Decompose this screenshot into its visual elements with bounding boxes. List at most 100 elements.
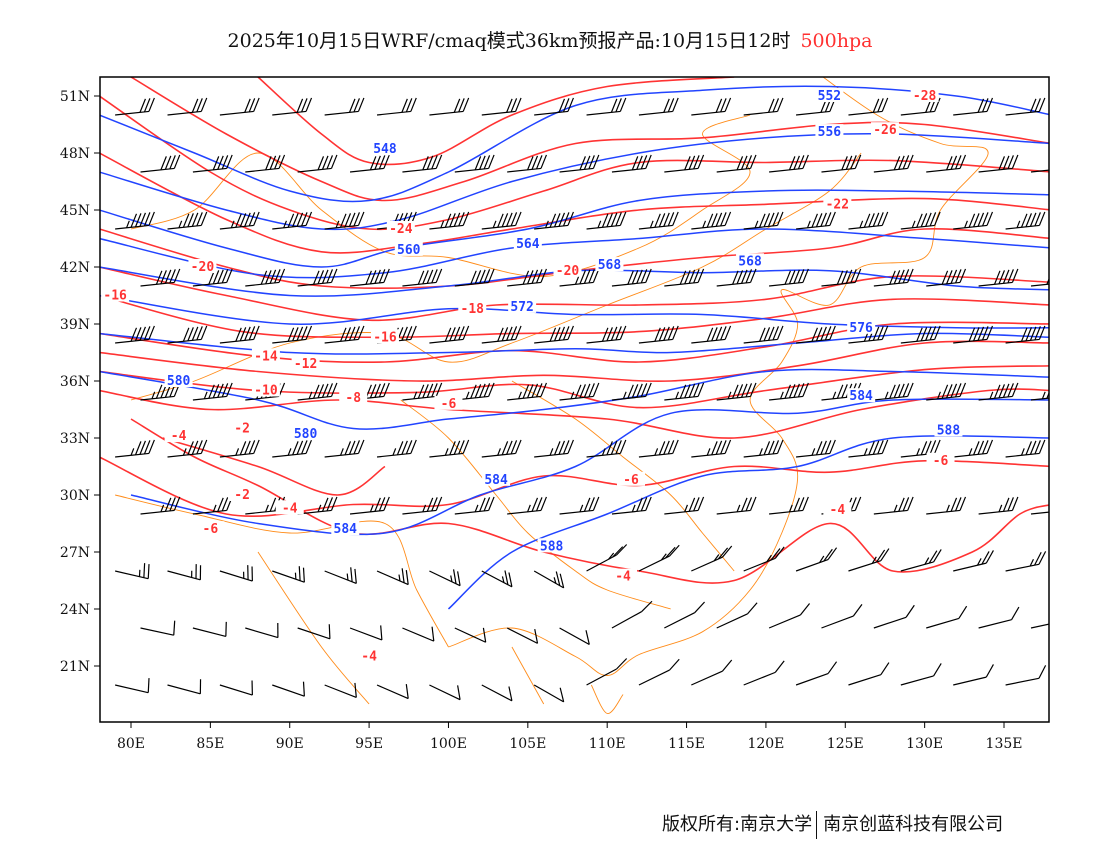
height-label: 580 xyxy=(294,427,318,442)
lon-tick-label: 135E xyxy=(986,736,1023,752)
wind-barb xyxy=(953,97,994,116)
wind-barb xyxy=(167,564,202,581)
wind-barb xyxy=(429,325,470,344)
wind-barb xyxy=(848,439,889,458)
copyright-right: 南京创蓝科技有限公司 xyxy=(823,814,1004,835)
wind-barb xyxy=(795,547,838,572)
wind-barb xyxy=(953,439,994,458)
temperature-label-bg xyxy=(339,390,368,405)
borders-layer xyxy=(115,77,989,714)
wind-barb xyxy=(769,382,809,401)
wind-barb xyxy=(192,154,233,173)
wind-barb xyxy=(691,659,733,686)
wind-barb xyxy=(376,568,409,586)
lat-tick-label: 30N xyxy=(60,488,90,504)
wind-barb xyxy=(219,325,260,344)
wind-barb xyxy=(769,268,809,287)
wind-barb xyxy=(272,325,313,344)
wind-barb xyxy=(167,211,208,230)
title-main: 2025年10月15日WRF/cmaq模式36km预报产品:10月15日12时 xyxy=(227,30,791,52)
temperature-label-bg xyxy=(275,500,304,515)
wind-barb xyxy=(481,97,522,116)
temperature-label: -12 xyxy=(294,357,317,372)
wind-barb xyxy=(978,268,1019,287)
height-label-bg xyxy=(595,257,624,272)
lon-tick-label: 95E xyxy=(355,736,383,752)
height-contour xyxy=(100,228,1049,279)
wind-barb xyxy=(324,97,365,116)
height-label: 576 xyxy=(849,321,873,336)
height-label-bg xyxy=(370,141,399,156)
wind-barb xyxy=(297,382,338,401)
wind-barb xyxy=(743,325,784,344)
wind-barb xyxy=(926,382,967,401)
wind-barb xyxy=(953,550,994,572)
pressure-level: 500hpa xyxy=(800,30,873,52)
wind-barb xyxy=(115,325,155,344)
wind-barb xyxy=(691,325,732,344)
height-label: 584 xyxy=(484,473,508,488)
temperature-label: -28 xyxy=(913,89,937,104)
wind-barb xyxy=(140,620,176,636)
lat-tick-label: 45N xyxy=(60,203,90,219)
lat-tick-label: 33N xyxy=(60,431,90,447)
wind-barb xyxy=(481,439,522,458)
wind-barb xyxy=(245,154,286,173)
wind-barb xyxy=(743,660,785,686)
wind-barb xyxy=(716,382,757,401)
border-line xyxy=(130,114,751,277)
wind-barb xyxy=(429,439,470,458)
height-contour xyxy=(100,368,1049,430)
wind-barb xyxy=(638,97,679,116)
wind-barb xyxy=(586,325,627,344)
wind-barb xyxy=(272,566,305,583)
temperature-label-bg xyxy=(228,487,257,501)
height-label: 588 xyxy=(937,423,961,438)
wind-barb xyxy=(611,600,653,629)
temperature-label: -4 xyxy=(282,501,298,516)
wind-barb xyxy=(716,602,758,629)
wind-barb xyxy=(848,211,889,230)
wind-barb xyxy=(533,684,565,703)
temperature-contour xyxy=(257,77,735,166)
wind-barb xyxy=(900,549,942,572)
map-title: 2025年10月15日WRF/cmaq模式36km预报产品:10月15日12时 5… xyxy=(0,26,1100,53)
wind-barb xyxy=(219,439,260,458)
wind-barb xyxy=(481,570,513,588)
height-label-bg xyxy=(164,373,193,387)
wind-barb xyxy=(873,604,915,629)
border-line xyxy=(511,646,545,705)
wind-barb xyxy=(429,211,470,230)
temperature-label: -26 xyxy=(873,123,897,138)
wind-barb xyxy=(664,382,705,401)
wind-barb xyxy=(716,496,757,515)
border-line xyxy=(257,551,370,705)
temperature-label-bg xyxy=(553,262,582,277)
wind-barb xyxy=(376,439,417,458)
lat-tick-label: 21N xyxy=(60,659,90,675)
temperature-contour xyxy=(100,95,1049,231)
wind-barb xyxy=(272,97,313,116)
wind-barb xyxy=(691,97,732,116)
height-label: 568 xyxy=(598,258,622,273)
wind-barb xyxy=(1030,277,1049,287)
wind-barb xyxy=(219,211,260,230)
temperature-contour xyxy=(100,152,1049,254)
temperature-label-bg xyxy=(458,300,487,315)
wind-barb xyxy=(691,211,732,230)
wind-barb xyxy=(638,439,679,458)
wind-barb xyxy=(716,268,757,287)
lon-tick-label: 100E xyxy=(430,736,467,752)
wind-barb xyxy=(978,382,1019,401)
wind-barb xyxy=(140,496,181,515)
height-label-bg xyxy=(537,538,566,553)
wind-barb xyxy=(507,268,548,287)
height-label: 584 xyxy=(334,522,358,537)
height-label: 580 xyxy=(167,374,191,389)
wind-barb xyxy=(1030,511,1049,515)
temperature-label-bg xyxy=(196,521,225,536)
wind-barb xyxy=(219,565,253,582)
height-label-bg xyxy=(508,298,537,313)
height-label-bg xyxy=(815,124,844,139)
temperature-label: -4 xyxy=(171,429,187,444)
